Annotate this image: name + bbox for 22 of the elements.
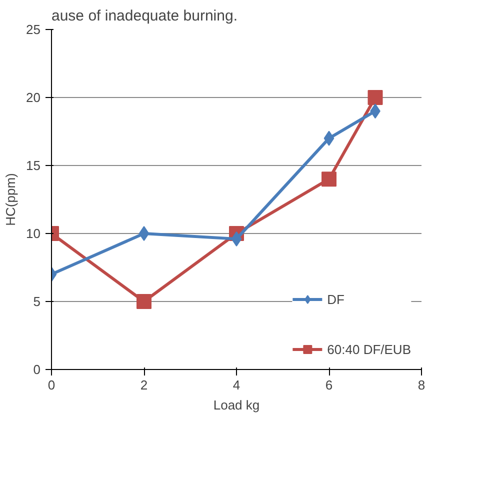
point xyxy=(324,130,334,146)
x-tick-label: 2 xyxy=(140,378,148,392)
x-tick-label: 0 xyxy=(48,378,56,392)
y-tick-label: 20 xyxy=(26,90,41,105)
point xyxy=(322,172,336,187)
x-axis-title: Load kg xyxy=(213,398,260,412)
legend-label: 60:40 DF/EUB xyxy=(327,342,411,356)
y-tick-label: 0 xyxy=(33,362,41,377)
x-tick-label: 8 xyxy=(418,378,426,392)
x-tick-label: 4 xyxy=(232,378,240,392)
point xyxy=(231,231,242,246)
point xyxy=(138,226,150,241)
y-tick-label: 5 xyxy=(33,294,41,309)
text: ause of inadequate burning. xyxy=(52,8,238,24)
point xyxy=(368,90,383,105)
x-tick-label: 6 xyxy=(325,378,333,392)
y-tick-label: 15 xyxy=(26,158,41,173)
point xyxy=(136,294,152,309)
y-axis-title: HC(ppm) xyxy=(3,173,18,226)
y-tick-label: 10 xyxy=(26,226,41,241)
y-tick-label: 25 xyxy=(26,22,41,37)
legend-label: DF xyxy=(327,292,346,306)
